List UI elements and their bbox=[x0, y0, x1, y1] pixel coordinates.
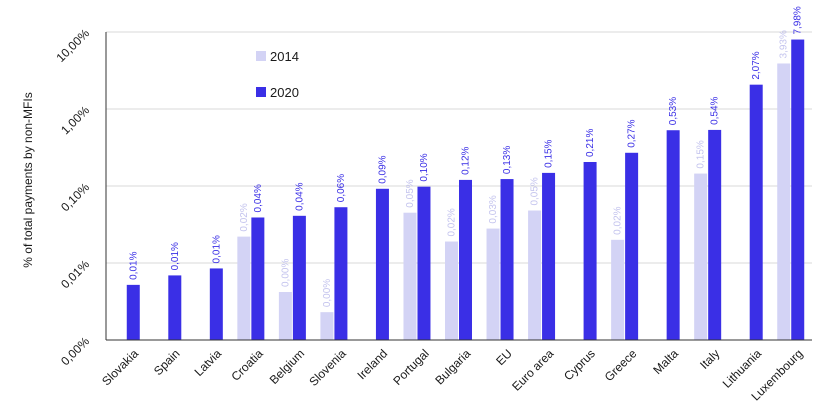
legend-swatch-2020 bbox=[256, 87, 266, 97]
value-label-2020: 0,01% bbox=[211, 235, 222, 263]
value-label-2020: 0,27% bbox=[627, 119, 638, 147]
x-tick-label: Bulgaria bbox=[432, 346, 473, 387]
value-label-2020: 0,10% bbox=[419, 153, 430, 181]
bar-2020-portugal bbox=[417, 186, 431, 340]
value-label-2020: 0,15% bbox=[544, 139, 555, 167]
value-label-2020: 0,04% bbox=[253, 184, 264, 212]
value-label-2020: 0,04% bbox=[294, 182, 305, 210]
bar-2020-malta bbox=[666, 130, 680, 340]
value-label-2020: 7,98% bbox=[793, 6, 804, 34]
y-tick-label: 0,10% bbox=[58, 180, 92, 214]
bar-2020-slovakia bbox=[126, 284, 140, 340]
bar-2014-portugal bbox=[403, 212, 417, 340]
value-label-2014: 0,00% bbox=[280, 259, 291, 287]
legend-swatch-2014 bbox=[256, 51, 266, 61]
value-label-2020: 0,13% bbox=[502, 146, 513, 174]
value-label-2020: 0,12% bbox=[461, 146, 472, 174]
bar-2020-lithuania bbox=[749, 84, 763, 340]
value-label-2014: 0,15% bbox=[696, 140, 707, 168]
bar-2014-slovenia bbox=[320, 312, 334, 340]
bar-2020-cyprus bbox=[583, 161, 597, 340]
x-tick-label: Euro area bbox=[509, 346, 556, 393]
bar-2020-luxembourg bbox=[791, 39, 805, 340]
value-labels: 0,01% 0,01% 0,01%0,02%0,04%0,00%0,04%0,00%… bbox=[128, 6, 803, 307]
x-tick-label: Ireland bbox=[354, 346, 390, 382]
x-tick-label: Croatia bbox=[228, 346, 265, 383]
value-label-2020: 0,06% bbox=[336, 174, 347, 202]
bar-2020-greece bbox=[625, 152, 639, 340]
x-tick-label: Slovakia bbox=[99, 346, 141, 388]
bar-2020-eu bbox=[500, 179, 514, 340]
x-tick-label: Latvia bbox=[192, 346, 225, 379]
bar-2020-ireland bbox=[375, 188, 389, 340]
value-label-2020: 0,09% bbox=[377, 155, 388, 183]
x-tick-label: Belgium bbox=[267, 346, 308, 387]
x-tick-label: Greece bbox=[602, 346, 640, 384]
value-label-2014: 0,00% bbox=[322, 279, 333, 307]
bar-2014-bulgaria bbox=[445, 241, 458, 340]
bar-2020-euro-area bbox=[542, 172, 556, 340]
y-tick-label: 0,00% bbox=[58, 334, 92, 368]
value-label-2014: 3,93% bbox=[779, 30, 790, 58]
x-tick-label: Cyprus bbox=[561, 346, 598, 383]
x-tick-label: Malta bbox=[650, 346, 681, 377]
bar-2014-euro-area bbox=[528, 210, 542, 340]
x-tick-label: EU bbox=[493, 346, 515, 368]
bar-2014-italy bbox=[694, 173, 708, 340]
bar-2014-eu bbox=[486, 228, 500, 340]
bar-2014-belgium bbox=[278, 292, 292, 340]
bar-2014-luxembourg bbox=[777, 63, 791, 340]
bar-2020-italy bbox=[708, 129, 722, 340]
value-label-2014: 0,03% bbox=[488, 195, 499, 223]
value-label-2014: 0,02% bbox=[447, 208, 458, 236]
value-label-2020: 2,07% bbox=[751, 51, 762, 79]
value-label-2014: 0,05% bbox=[530, 177, 541, 205]
bar-2020-bulgaria bbox=[459, 179, 472, 340]
y-tick-label: 0,01% bbox=[58, 257, 92, 291]
bar-2014-croatia bbox=[237, 236, 251, 340]
legend-label-2014: 2014 bbox=[270, 49, 299, 64]
value-label-2020: 0,01% bbox=[170, 242, 181, 270]
value-label-2020: 0,53% bbox=[668, 97, 679, 125]
y-axis-title: % of total payments by non-MFIs bbox=[21, 92, 35, 267]
value-label-2020: 0,21% bbox=[585, 129, 596, 157]
y-tick-label: 1,00% bbox=[58, 103, 92, 137]
x-tick-label: Slovenia bbox=[306, 346, 349, 389]
bar-2020-spain bbox=[168, 275, 182, 340]
value-label-2014: 0,05% bbox=[405, 179, 416, 207]
value-label-2014: 0,02% bbox=[613, 206, 624, 234]
x-tick-label: Portugal bbox=[390, 346, 432, 388]
bar-2014-greece bbox=[611, 239, 625, 340]
bar-2020-slovenia bbox=[334, 207, 348, 340]
value-label-2014: 0,02% bbox=[239, 203, 250, 231]
legend-label-2020: 2020 bbox=[270, 85, 299, 100]
legend: 2014 2020 bbox=[256, 49, 299, 100]
bars bbox=[126, 39, 805, 340]
bar-2020-croatia bbox=[251, 217, 265, 340]
value-label-2020: 0,54% bbox=[710, 96, 721, 124]
y-tick-label: 10,00% bbox=[53, 26, 92, 65]
bar-2020-belgium bbox=[292, 215, 306, 340]
value-label-2020: 0,01% bbox=[128, 251, 139, 279]
x-tick-label: Italy bbox=[697, 346, 722, 371]
x-tick-label: Spain bbox=[151, 346, 183, 378]
bar-2020-latvia bbox=[209, 268, 223, 340]
